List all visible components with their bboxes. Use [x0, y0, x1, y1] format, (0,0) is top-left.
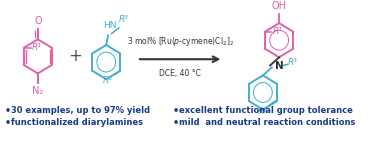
Text: •: •	[173, 118, 179, 128]
Text: OH: OH	[272, 1, 287, 11]
Text: R¹: R¹	[32, 43, 42, 52]
Text: excellent functional group tolerance: excellent functional group tolerance	[179, 106, 353, 115]
Text: R³: R³	[119, 15, 129, 24]
Text: N₂: N₂	[32, 86, 43, 96]
Text: N: N	[275, 61, 284, 71]
Text: HN: HN	[103, 21, 116, 30]
Text: R²: R²	[103, 76, 113, 85]
Text: •: •	[173, 106, 179, 116]
Text: functionalized diarylamines: functionalized diarylamines	[11, 118, 143, 127]
Text: R²: R²	[258, 107, 268, 116]
Text: 30 examples, up to 97% yield: 30 examples, up to 97% yield	[11, 106, 150, 115]
Text: R¹: R¹	[272, 27, 282, 36]
Text: mild  and neutral reaction conditions: mild and neutral reaction conditions	[179, 118, 356, 127]
Text: R³: R³	[288, 58, 298, 67]
Text: O: O	[35, 16, 43, 26]
Text: +: +	[68, 47, 82, 65]
Text: DCE, 40 °C: DCE, 40 °C	[159, 69, 201, 78]
Text: 3 mol% [Ru($p$-cymene)Cl$_2$]$_2$: 3 mol% [Ru($p$-cymene)Cl$_2$]$_2$	[127, 35, 234, 48]
Text: •: •	[5, 118, 11, 128]
Text: •: •	[5, 106, 11, 116]
